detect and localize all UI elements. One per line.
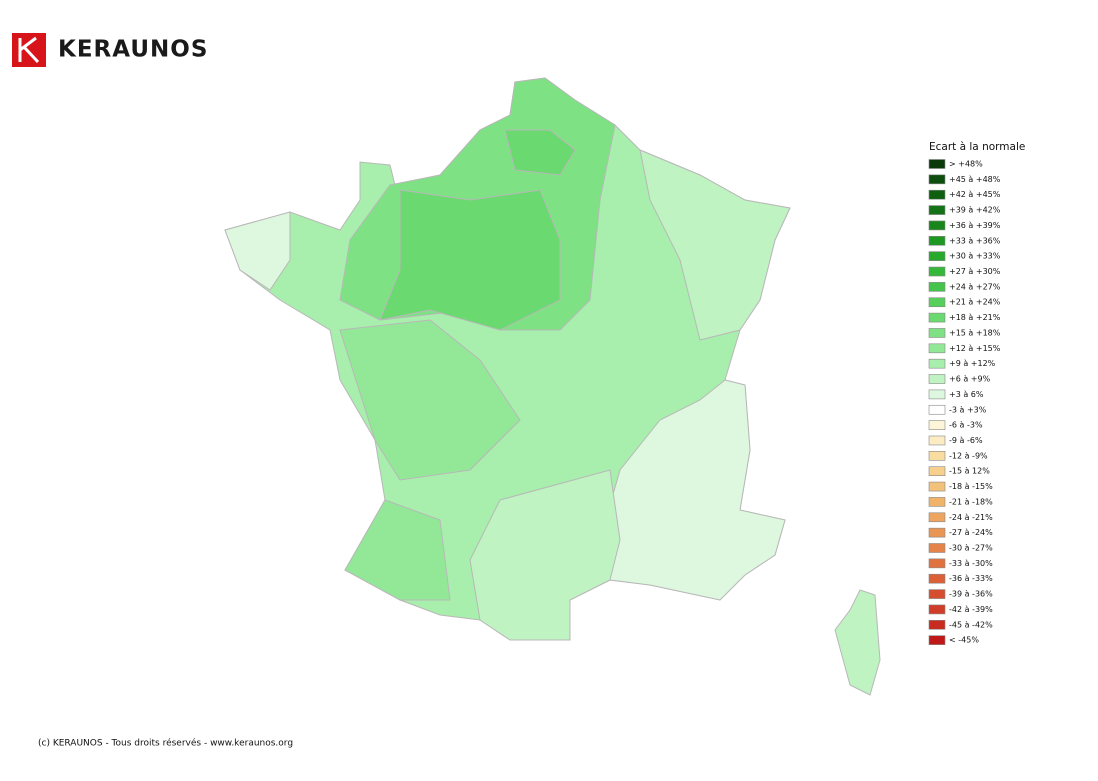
region-east xyxy=(639,149,791,341)
legend-label: +39 à +42% xyxy=(949,206,1001,215)
region-brittany xyxy=(224,211,291,291)
legend-label: -9 à -6% xyxy=(949,436,983,445)
legend-label: > +48% xyxy=(949,160,983,169)
legend-label: -24 à -21% xyxy=(949,513,993,522)
legend-swatch xyxy=(928,374,946,384)
map xyxy=(224,77,881,696)
legend-swatch xyxy=(928,573,946,584)
legend-label: +12 à +15% xyxy=(949,344,1001,353)
logo: KERAUNOS xyxy=(12,33,208,67)
region-west xyxy=(339,319,521,481)
legend-label: -42 à -39% xyxy=(949,605,993,614)
legend-title: Ecart à la normale xyxy=(929,141,1025,153)
legend-swatch xyxy=(928,282,946,292)
logo-k xyxy=(18,36,40,64)
legend-label: -36 à -33% xyxy=(949,574,993,583)
legend-label: -21 à -18% xyxy=(949,497,993,506)
legend-swatch xyxy=(928,358,946,369)
legend-swatch xyxy=(928,251,946,261)
legend-label: +21 à +24% xyxy=(949,298,1001,307)
legend-label: -45 à -42% xyxy=(949,620,993,629)
legend: Ecart à la normale > +48% +45 à +48% +42 à… xyxy=(928,141,1025,645)
legend-swatch xyxy=(928,466,946,477)
legend-swatch xyxy=(928,512,946,523)
legend-label: +36 à +39% xyxy=(949,221,1001,230)
region-center xyxy=(379,189,561,331)
legend-swatch xyxy=(928,389,946,400)
region-landes xyxy=(344,499,451,601)
legend-swatch xyxy=(928,189,946,200)
legend-label: +45 à +48% xyxy=(949,175,1001,184)
legend-swatch xyxy=(928,604,946,615)
legend-swatch xyxy=(928,543,946,553)
legend-label: -12 à -9% xyxy=(949,451,988,460)
corsica xyxy=(834,589,881,696)
legend-label: -6 à -3% xyxy=(949,421,983,430)
region-south xyxy=(469,469,621,641)
legend-swatch xyxy=(928,174,946,185)
legend-label: -39 à -36% xyxy=(949,590,993,599)
legend-label: -30 à -27% xyxy=(949,544,993,553)
legend-label: +15 à +18% xyxy=(949,328,1001,337)
legend-swatch xyxy=(928,558,946,569)
legend-label: +30 à +33% xyxy=(949,252,1001,261)
legend-label: +18 à +21% xyxy=(949,313,1001,322)
legend-swatch xyxy=(928,343,946,354)
legend-swatch xyxy=(928,328,946,338)
legend-label: -33 à -30% xyxy=(949,559,993,568)
legend-swatch xyxy=(928,404,946,415)
legend-swatch xyxy=(928,451,946,461)
legend-swatch xyxy=(928,266,946,277)
legend-label: -27 à -24% xyxy=(949,528,993,537)
footer: (c) KERAUNOS - Tous droits réservés - ww… xyxy=(38,738,293,749)
region-southeast xyxy=(599,379,786,601)
legend-label: -18 à -15% xyxy=(949,482,993,491)
legend-swatch xyxy=(928,312,946,323)
legend-swatch xyxy=(928,497,946,507)
legend-swatch xyxy=(928,297,946,308)
legend-label: +27 à +30% xyxy=(949,267,1001,276)
legend-label: +33 à +36% xyxy=(949,236,1001,245)
legend-label: +24 à +27% xyxy=(949,282,1001,291)
legend-label: +9 à +12% xyxy=(949,359,996,368)
legend-swatch xyxy=(928,205,946,215)
legend-label: -15 à 12% xyxy=(949,467,990,476)
legend-swatch xyxy=(928,220,946,231)
brand: KERAUNOS xyxy=(58,37,208,63)
legend-label: -3 à +3% xyxy=(949,405,987,414)
legend-label: +6 à +9% xyxy=(949,375,991,384)
legend-swatch xyxy=(928,435,946,446)
legend-swatch xyxy=(928,481,946,492)
legend-swatch xyxy=(928,635,946,645)
legend-swatch xyxy=(928,589,946,599)
legend-swatch xyxy=(928,159,946,169)
legend-swatch xyxy=(928,527,946,538)
logo-mark xyxy=(12,33,46,67)
legend-label: +3 à 6% xyxy=(949,390,984,399)
legend-swatch xyxy=(928,236,946,246)
legend-label: < -45% xyxy=(949,636,979,645)
region-picardy xyxy=(504,129,576,176)
legend-label: +42 à +45% xyxy=(949,190,1001,199)
legend-swatch xyxy=(928,619,946,630)
legend-swatch xyxy=(928,420,946,430)
